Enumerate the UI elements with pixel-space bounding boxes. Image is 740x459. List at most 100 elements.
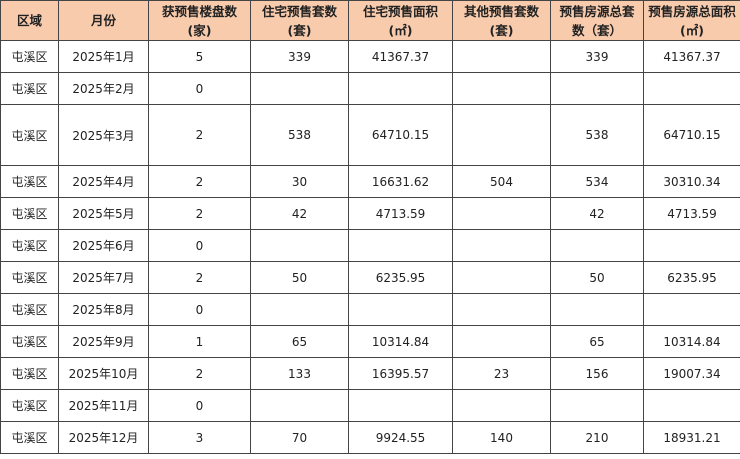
table-cell: [643, 229, 740, 262]
table-row: 屯溪区 2025年4月 2 30 16631.62 504 534 30310.34: [0, 165, 740, 198]
column-header-line: 预售房源总套: [559, 3, 635, 19]
table-cell: 41367.37: [643, 40, 740, 73]
column-header-line: 月份: [90, 13, 116, 28]
table-cell: 23: [452, 357, 551, 390]
column-header: 月份: [58, 0, 149, 41]
table-cell: 屯溪区: [0, 389, 59, 422]
table-cell: 64710.15: [643, 104, 740, 166]
column-header: 获预售楼盘数 (家): [148, 0, 251, 41]
column-header-line: (㎡): [388, 22, 413, 38]
table-cell: 64710.15: [348, 104, 453, 166]
table-row: 屯溪区 2025年12月 3 70 9924.55 140 210 18931.21: [0, 421, 740, 454]
table-cell: 42: [250, 197, 349, 230]
table-cell: 50: [250, 261, 349, 294]
table-cell: 2025年9月: [58, 325, 149, 358]
table-row: 屯溪区 2025年8月 0: [0, 293, 740, 326]
table-cell: 3: [148, 421, 251, 454]
table-cell: 2025年4月: [58, 165, 149, 198]
table-cell: 1: [148, 325, 251, 358]
table-cell: 2025年10月: [58, 357, 149, 390]
table-cell: [348, 389, 453, 422]
table-cell: 339: [550, 40, 644, 73]
table-cell: 4713.59: [348, 197, 453, 230]
table-cell: 9924.55: [348, 421, 453, 454]
table-cell: 屯溪区: [0, 421, 59, 454]
table-cell: 19007.34: [643, 357, 740, 390]
table-cell: [250, 389, 349, 422]
table-cell: 10314.84: [643, 325, 740, 358]
table-header-row: 区域 月份 获预售楼盘数 (家) 住宅预售套数 (套) 住宅预售面积 (㎡) 其他预售套数 (套)…: [0, 0, 740, 41]
table-cell: [348, 72, 453, 105]
table-cell: 2025年5月: [58, 197, 149, 230]
table-cell: 10314.84: [348, 325, 453, 358]
table-cell: [452, 40, 551, 73]
table-cell: 2: [148, 165, 251, 198]
table-cell: 16631.62: [348, 165, 453, 198]
table-cell: [550, 389, 644, 422]
table-cell: 538: [250, 104, 349, 166]
table-cell: 0: [148, 389, 251, 422]
table-cell: 70: [250, 421, 349, 454]
table-cell: [250, 293, 349, 326]
table-cell: 2025年2月: [58, 72, 149, 105]
table-cell: 65: [250, 325, 349, 358]
table-row: 屯溪区 2025年6月 0: [0, 229, 740, 262]
table-row: 屯溪区 2025年9月 1 65 10314.84 65 10314.84: [0, 325, 740, 358]
table-cell: [250, 72, 349, 105]
table-cell: 屯溪区: [0, 104, 59, 166]
table-cell: [550, 229, 644, 262]
table-row: 屯溪区 2025年10月 2 133 16395.57 23 156 19007.34: [0, 357, 740, 390]
table-cell: 5: [148, 40, 251, 73]
column-header-line: 区域: [16, 13, 42, 28]
column-header-line: (套): [489, 22, 514, 38]
column-header-line: (㎡): [680, 22, 704, 38]
column-header: 住宅预售面积 (㎡): [348, 0, 453, 41]
table-cell: 屯溪区: [0, 293, 59, 326]
table-cell: 0: [148, 72, 251, 105]
table-cell: [250, 229, 349, 262]
table-row: 屯溪区 2025年2月 0: [0, 72, 740, 105]
table-cell: 2025年6月: [58, 229, 149, 262]
column-header: 预售房源总套 数（套）: [550, 0, 644, 41]
table-cell: [643, 389, 740, 422]
table-cell: 2: [148, 197, 251, 230]
table-cell: 41367.37: [348, 40, 453, 73]
table-cell: 4713.59: [643, 197, 740, 230]
table-cell: 屯溪区: [0, 261, 59, 294]
table-cell: [452, 197, 551, 230]
column-header-line: 数（套）: [571, 22, 622, 38]
table-cell: 2025年1月: [58, 40, 149, 73]
column-header-line: 其他预售套数: [463, 3, 539, 19]
table-row: 屯溪区 2025年11月 0: [0, 389, 740, 422]
table-cell: 屯溪区: [0, 197, 59, 230]
table-cell: 2025年8月: [58, 293, 149, 326]
column-header: 预售房源总面积 (㎡): [643, 0, 740, 41]
table-cell: 2025年3月: [58, 104, 149, 166]
column-header-line: 预售房源总面积: [648, 3, 736, 19]
table-cell: [452, 325, 551, 358]
table-cell: 0: [148, 293, 251, 326]
table-cell: 65: [550, 325, 644, 358]
table-cell: [452, 72, 551, 105]
table-row: 屯溪区 2025年5月 2 42 4713.59 42 4713.59: [0, 197, 740, 230]
table-row: 屯溪区 2025年3月 2 538 64710.15 538 64710.15: [0, 104, 740, 166]
table-cell: [348, 229, 453, 262]
column-header-line: 住宅预售套数: [261, 3, 337, 19]
column-header: 其他预售套数 (套): [452, 0, 551, 41]
table-cell: 6235.95: [348, 261, 453, 294]
table-cell: 2025年7月: [58, 261, 149, 294]
table-cell: 538: [550, 104, 644, 166]
column-header: 区域: [0, 0, 59, 41]
column-header-line: 住宅预售面积: [362, 3, 438, 19]
table-cell: 30310.34: [643, 165, 740, 198]
table-cell: [643, 293, 740, 326]
table-row: 屯溪区 2025年7月 2 50 6235.95 50 6235.95: [0, 261, 740, 294]
table-cell: [643, 72, 740, 105]
column-header: 住宅预售套数 (套): [250, 0, 349, 41]
table-cell: 339: [250, 40, 349, 73]
table-cell: 屯溪区: [0, 325, 59, 358]
table-cell: 2025年12月: [58, 421, 149, 454]
table-cell: 屯溪区: [0, 165, 59, 198]
table-cell: 2: [148, 357, 251, 390]
